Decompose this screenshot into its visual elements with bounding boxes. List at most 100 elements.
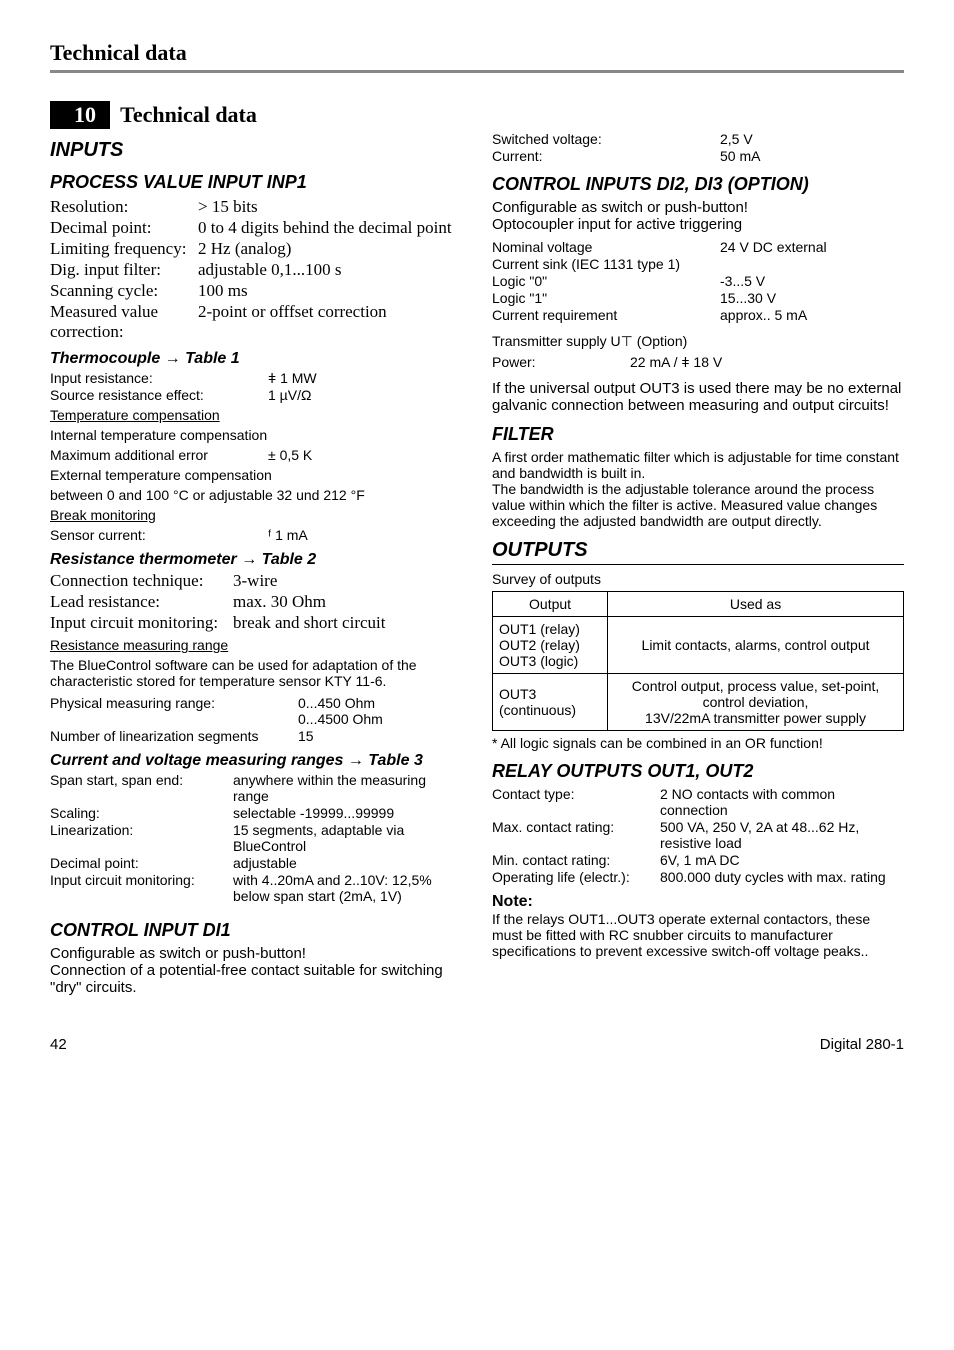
tc-max-err-k: Maximum additional error [50,447,268,463]
rt-k-1: Lead resistance: [50,592,233,612]
di23-v-2: -3...5 V [720,273,904,289]
outputs-table: Output Used as OUT1 (relay) OUT2 (relay)… [492,591,904,731]
left-column: 10 Technical data INPUTS PROCESS VALUE I… [50,101,462,996]
rl-v-0: 2 NO contacts with common connection [660,786,904,818]
pv-table: Resolution:> 15 bits Decimal point:0 to … [50,197,462,342]
chapter-heading: 10 Technical data [50,101,462,129]
di1-text1: Configurable as switch or push-button! [50,945,462,962]
pv-k-0: Resolution: [50,197,198,217]
or-note: * All logic signals can be combined in a… [492,735,904,751]
note-text: If the relays OUT1...OUT3 operate extern… [492,911,904,959]
tc-ext: External temperature compensation [50,467,462,483]
break-head: Break monitoring [50,507,462,523]
pv-v-4: 100 ms [198,281,462,301]
footer: 42 Digital 280-1 [50,1036,904,1053]
di23-k-3: Logic "1" [492,290,720,306]
rl-k-3: Operating life (electr.): [492,869,660,885]
di23-k-4: Current requirement [492,307,720,323]
pv-v-0: > 15 bits [198,197,462,217]
relay-heading: RELAY OUTPUTS OUT1, OUT2 [492,761,904,782]
rt-v-2: break and short circuit [233,613,462,633]
sw-v-0: 2,5 V [720,131,904,147]
cv-v-0: anywhere within the measuring range [233,772,462,804]
di23-k-1: Current sink (IEC 1131 type 1) [492,256,720,272]
pv-k-4: Scanning cycle: [50,281,198,301]
tc-between: between 0 and 100 °C or adjustable 32 un… [50,487,462,503]
pv-k-5: Measured value correction: [50,302,198,342]
tc-k-1: Source resistance effect: [50,387,268,403]
di23-v-0: 24 V DC external [720,239,904,255]
out-r0c0: OUT1 (relay) OUT2 (relay) OUT3 (logic) [493,617,608,674]
page-number: 42 [50,1036,67,1053]
cv-v-2: 15 segments, adaptable via BlueControl [233,822,462,854]
pv-v-3: adjustable 0,1...100 s [198,260,462,280]
di1-heading: CONTROL INPUT DI1 [50,920,462,941]
pv-k-1: Decimal point: [50,218,198,238]
rt-k-2: Input circuit monitoring: [50,613,233,633]
doc-id: Digital 280-1 [820,1036,904,1053]
tc-comp-head: Temperature compensation [50,407,462,423]
out-th-0: Output [493,592,608,617]
out-r1c1: Control output, process value, set-point… [608,674,904,731]
out-r1c0: OUT3 (continuous) [493,674,608,731]
tc-v-1: 1 µV/Ω [268,387,462,403]
tc-v-0: ǂ 1 MW [268,370,462,386]
rl-k-0: Contact type: [492,786,660,818]
tx-v: 22 mA / ǂ 18 V [630,354,904,370]
pv-k-3: Dig. input filter: [50,260,198,280]
cv-k-4: Input circuit monitoring: [50,872,233,904]
inputs-heading: INPUTS [50,139,462,162]
rl-v-2: 6V, 1 mA DC [660,852,904,868]
di23-k-2: Logic "0" [492,273,720,289]
break-v: ᶠ 1 mA [268,527,462,543]
rt-v-0: 3-wire [233,571,462,591]
rmr-head: Resistance measuring range [50,637,462,653]
page-header-title: Technical data [50,40,904,66]
cv-heading: Current and voltage measuring ranges → T… [50,752,462,770]
outputs-heading: OUTPUTS [492,539,904,565]
cv-k-2: Linearization: [50,822,233,854]
tc-max-err-v: ± 0,5 K [268,447,462,463]
rl-k-2: Min. contact rating: [492,852,660,868]
rl-k-1: Max. contact rating: [492,819,660,851]
tc-k-0: Input resistance: [50,370,268,386]
cv-k-1: Scaling: [50,805,233,821]
sw-k-0: Switched voltage: [492,131,720,147]
cv-k-0: Span start, span end: [50,772,233,804]
out-th-1: Used as [608,592,904,617]
note-head: Note: [492,893,904,911]
di23-text2: Optocoupler input for active triggering [492,216,904,233]
right-column: Switched voltage:2,5 V Current:50 mA CON… [492,101,904,996]
tx-k: Power: [492,354,630,370]
rmr-v-0: 0...450 Ohm 0...4500 Ohm [298,695,462,727]
rl-v-1: 500 VA, 250 V, 2A at 48...62 Hz, resisti… [660,819,904,851]
pv-v-5: 2-point or offfset correction [198,302,462,342]
tx-supply: Transmitter supply U⊤ (Option) [492,333,904,350]
rt-heading: Resistance thermometer → Table 2 [50,551,462,569]
out3-note: If the universal output OUT3 is used the… [492,380,904,414]
header-rule [50,70,904,73]
rt-k-0: Connection technique: [50,571,233,591]
pv-heading: PROCESS VALUE INPUT INP1 [50,172,462,193]
di23-k-0: Nominal voltage [492,239,720,255]
cv-k-3: Decimal point: [50,855,233,871]
out-r0c1: Limit contacts, alarms, control output [608,617,904,674]
di23-text1: Configurable as switch or push-button! [492,199,904,216]
cv-v-1: selectable -19999...99999 [233,805,462,821]
pv-v-1: 0 to 4 digits behind the decimal point [198,218,462,238]
rmr-k-1: Number of linearization segments [50,728,298,744]
survey-text: Survey of outputs [492,571,904,587]
di1-text2: Connection of a potential-free contact s… [50,962,462,996]
pv-k-2: Limiting frequency: [50,239,198,259]
di23-v-3: 15...30 V [720,290,904,306]
di23-heading: CONTROL INPUTS DI2, DI3 (OPTION) [492,174,904,195]
rmr-v-1: 15 [298,728,462,744]
rmr-text: The BlueControl software can be used for… [50,657,462,689]
rmr-k-0: Physical measuring range: [50,695,298,727]
rt-v-1: max. 30 Ohm [233,592,462,612]
chapter-number: 10 [50,101,110,129]
chapter-title: Technical data [120,102,257,127]
filter-t2: The bandwidth is the adjustable toleranc… [492,481,904,529]
break-k: Sensor current: [50,527,268,543]
rl-v-3: 800.000 duty cycles with max. rating [660,869,904,885]
